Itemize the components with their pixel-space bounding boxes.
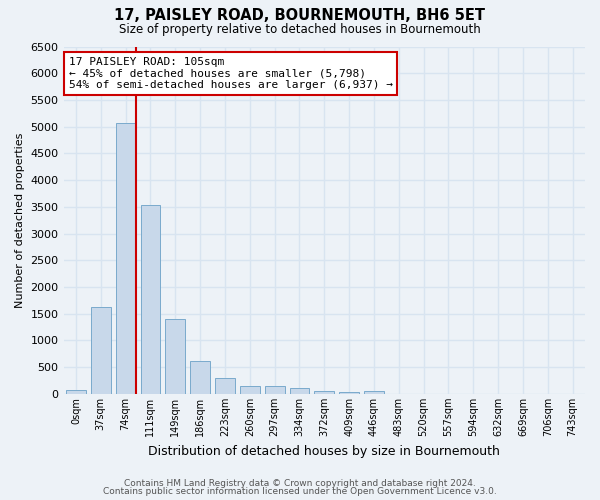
Bar (140, 206, 160, 394)
Bar (265, 386, 284, 394)
Bar (240, 386, 260, 394)
Bar (91, 307, 111, 394)
Bar (364, 391, 384, 394)
Bar (166, 319, 185, 394)
Bar (116, 122, 136, 394)
Text: Contains public sector information licensed under the Open Government Licence v3: Contains public sector information licen… (103, 487, 497, 496)
Text: 17, PAISLEY ROAD, BOURNEMOUTH, BH6 5ET: 17, PAISLEY ROAD, BOURNEMOUTH, BH6 5ET (115, 8, 485, 22)
Bar (215, 378, 235, 394)
Bar (314, 391, 334, 394)
Text: Size of property relative to detached houses in Bournemouth: Size of property relative to detached ho… (119, 22, 481, 36)
Y-axis label: Number of detached properties: Number of detached properties (15, 132, 25, 308)
X-axis label: Distribution of detached houses by size in Bournemouth: Distribution of detached houses by size … (148, 444, 500, 458)
Bar (190, 361, 210, 394)
Text: Contains HM Land Registry data © Crown copyright and database right 2024.: Contains HM Land Registry data © Crown c… (124, 478, 476, 488)
Text: 17 PAISLEY ROAD: 105sqm
← 45% of detached houses are smaller (5,798)
54% of semi: 17 PAISLEY ROAD: 105sqm ← 45% of detache… (69, 57, 393, 90)
Bar (339, 392, 359, 394)
Bar (66, 390, 86, 394)
Bar (290, 388, 310, 394)
